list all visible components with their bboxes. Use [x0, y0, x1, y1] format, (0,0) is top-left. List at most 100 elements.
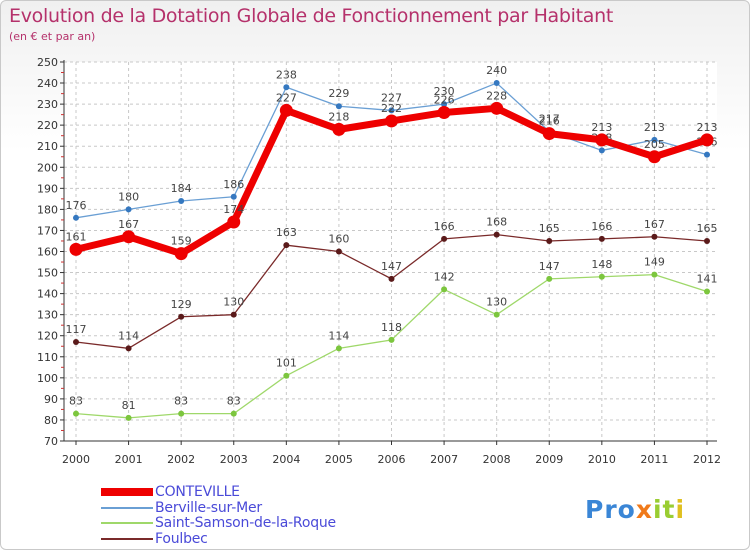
point-saint-samson-de-la-roque-2003 — [230, 410, 237, 417]
data-label-saint-samson-de-la-roque-2012: 141 — [697, 273, 718, 286]
legend-swatch-foulbec — [101, 537, 153, 540]
data-label-foulbec-2001: 114 — [118, 329, 139, 342]
data-label-berville-sur-mer-2000: 176 — [66, 199, 87, 212]
y-tick-label-230: 230 — [37, 98, 58, 111]
point-berville-sur-mer-2006 — [388, 107, 395, 114]
legend-swatch-conteville — [101, 488, 153, 496]
data-label-berville-sur-mer-2008: 240 — [486, 64, 507, 77]
data-label-saint-samson-de-la-roque-2009: 147 — [539, 260, 560, 273]
point-conteville-2010 — [595, 133, 609, 147]
point-berville-sur-mer-2007 — [441, 101, 448, 108]
point-foulbec-2002 — [178, 313, 185, 320]
point-foulbec-2009 — [546, 237, 553, 244]
data-label-foulbec-2005: 160 — [328, 233, 349, 246]
point-foulbec-2000 — [73, 339, 79, 346]
data-label-conteville-2012: 213 — [697, 121, 718, 134]
point-conteville-2003 — [227, 215, 241, 229]
legend-label-saint-samson: Saint-Samson-de-la-Roque — [155, 515, 336, 531]
point-foulbec-2004 — [283, 242, 290, 249]
point-saint-samson-de-la-roque-2012 — [704, 288, 710, 295]
y-tick-label-220: 220 — [37, 119, 58, 132]
data-label-conteville-2001: 167 — [118, 218, 139, 231]
point-berville-sur-mer-2011 — [651, 136, 658, 143]
point-conteville-2002 — [174, 247, 188, 261]
y-tick-label-200: 200 — [37, 161, 58, 174]
point-berville-sur-mer-2010 — [598, 147, 605, 154]
x-tick-label-2009: 2009 — [535, 453, 563, 466]
point-conteville-2004 — [279, 103, 293, 117]
point-berville-sur-mer-2004 — [283, 84, 290, 91]
legend-item-foulbec: Foulbec — [101, 530, 336, 548]
data-label-berville-sur-mer-2004: 238 — [276, 68, 297, 81]
data-label-foulbec-2008: 168 — [486, 216, 507, 229]
y-tick-label-140: 140 — [37, 288, 58, 301]
data-label-conteville-2003: 174 — [223, 203, 244, 216]
point-saint-samson-de-la-roque-2010 — [598, 273, 605, 280]
data-label-conteville-2006: 222 — [381, 102, 402, 115]
data-label-conteville-2010: 213 — [591, 121, 612, 134]
data-label-berville-sur-mer-2007: 230 — [434, 85, 455, 98]
x-tick-label-2012: 2012 — [693, 453, 721, 466]
data-label-saint-samson-de-la-roque-2008: 130 — [486, 296, 507, 309]
x-tick-label-2000: 2000 — [62, 453, 90, 466]
data-label-saint-samson-de-la-roque-2001: 81 — [122, 399, 136, 412]
point-saint-samson-de-la-roque-2011 — [651, 271, 658, 278]
point-foulbec-2001 — [125, 345, 132, 352]
legend-label-berville: Berville-sur-Mer — [155, 499, 262, 516]
data-label-saint-samson-de-la-roque-2010: 148 — [591, 258, 612, 271]
point-saint-samson-de-la-roque-2007 — [441, 286, 448, 293]
data-label-berville-sur-mer-2006: 227 — [381, 91, 402, 104]
data-label-foulbec-2010: 166 — [591, 220, 612, 233]
data-label-conteville-2004: 227 — [276, 91, 297, 104]
data-label-foulbec-2003: 130 — [223, 296, 244, 309]
data-label-berville-sur-mer-2009: 217 — [539, 112, 560, 125]
legend-item-saint-samson: Saint-Samson-de-la-Roque — [101, 515, 336, 532]
data-label-foulbec-2002: 129 — [171, 298, 192, 311]
legend-item-berville: Berville-sur-Mer — [101, 499, 336, 517]
x-tick-label-2003: 2003 — [220, 453, 248, 466]
point-saint-samson-de-la-roque-2004 — [283, 372, 290, 379]
point-conteville-2001 — [122, 230, 136, 244]
y-tick-label-150: 150 — [37, 267, 58, 280]
data-label-conteville-2000: 161 — [66, 230, 87, 243]
y-tick-label-90: 90 — [44, 393, 58, 406]
point-conteville-2009 — [542, 127, 556, 141]
point-foulbec-2003 — [230, 311, 237, 318]
data-label-foulbec-2000: 117 — [66, 323, 87, 336]
legend-label-foulbec: Foulbec — [155, 530, 208, 547]
point-foulbec-2011 — [651, 233, 658, 240]
y-tick-label-130: 130 — [37, 309, 58, 322]
point-berville-sur-mer-2003 — [230, 193, 237, 200]
point-foulbec-2007 — [441, 235, 448, 242]
legend-label-conteville: CONTEVILLE — [155, 484, 240, 500]
point-berville-sur-mer-2002 — [178, 197, 185, 204]
point-berville-sur-mer-2012 — [704, 151, 710, 158]
data-label-berville-sur-mer-2005: 229 — [328, 87, 349, 100]
data-label-foulbec-2009: 165 — [539, 222, 560, 235]
x-tick-label-2002: 2002 — [167, 453, 195, 466]
y-tick-label-110: 110 — [37, 351, 58, 364]
x-tick-label-2011: 2011 — [640, 453, 668, 466]
y-tick-label-160: 160 — [37, 246, 58, 259]
y-tick-label-240: 240 — [37, 77, 58, 90]
data-label-saint-samson-de-la-roque-2004: 101 — [276, 357, 297, 370]
point-conteville-2000 — [69, 242, 83, 256]
point-berville-sur-mer-2000 — [73, 214, 79, 221]
y-tick-label-120: 120 — [37, 330, 58, 343]
point-berville-sur-mer-2001 — [125, 206, 132, 213]
data-label-foulbec-2011: 167 — [644, 218, 665, 231]
x-tick-label-2010: 2010 — [588, 453, 616, 466]
data-label-saint-samson-de-la-roque-2007: 142 — [434, 270, 455, 283]
data-label-saint-samson-de-la-roque-2006: 118 — [381, 321, 402, 334]
data-label-saint-samson-de-la-roque-2003: 83 — [227, 395, 241, 408]
y-tick-label-80: 80 — [44, 414, 58, 427]
data-label-conteville-2002: 159 — [171, 235, 192, 248]
y-tick-label-170: 170 — [37, 224, 58, 237]
legend-item-conteville: CONTEVILLE — [101, 484, 336, 501]
data-label-berville-sur-mer-2011: 213 — [644, 121, 665, 134]
y-tick-label-190: 190 — [37, 182, 58, 195]
data-label-saint-samson-de-la-roque-2000: 83 — [69, 395, 83, 408]
data-label-berville-sur-mer-2003: 186 — [223, 178, 244, 191]
y-tick-label-210: 210 — [37, 140, 58, 153]
